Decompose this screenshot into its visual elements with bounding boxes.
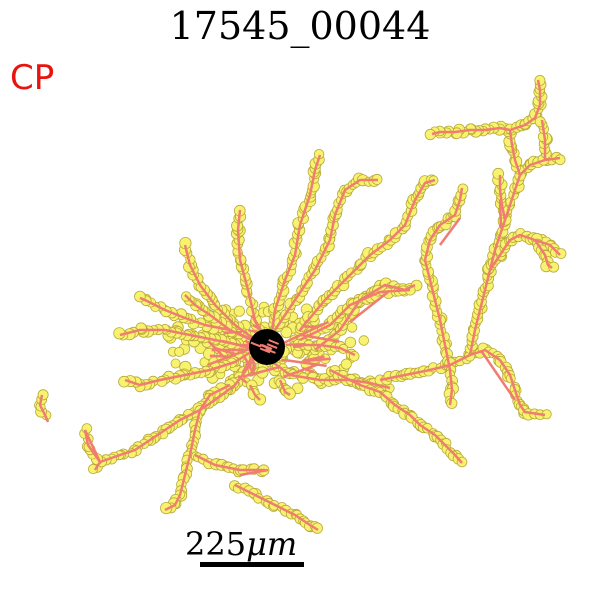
dendrite-branch	[293, 345, 303, 349]
dendrite-branch	[212, 346, 237, 356]
node-marker	[346, 322, 358, 333]
dendrite-branch	[283, 363, 319, 378]
soma-detail	[260, 344, 272, 351]
node-marker	[424, 128, 436, 141]
dendrite-connector	[349, 291, 389, 323]
node-marker	[344, 336, 357, 349]
dendrite-connector	[239, 468, 269, 477]
soma-detail	[268, 339, 280, 345]
node-marker	[555, 248, 567, 260]
dendrite-branch	[468, 156, 561, 356]
dendrite-branch	[302, 357, 331, 363]
dendrite-branch	[237, 374, 248, 384]
dendrite-branch	[431, 126, 522, 176]
dendrite-branch	[194, 453, 265, 472]
node-marker	[174, 346, 185, 357]
dendrite-branch	[273, 178, 378, 331]
dendrite-branch	[38, 394, 47, 416]
dendrite-connector	[498, 199, 503, 229]
dendrite-branch	[488, 233, 561, 271]
node-marker	[492, 167, 505, 180]
dendrite-branch	[184, 294, 231, 331]
soma	[249, 329, 285, 365]
node-marker	[37, 389, 49, 401]
dendrite-branch	[509, 79, 542, 132]
dendrite-branch	[498, 175, 507, 221]
dendrite-branch	[242, 365, 281, 378]
dendrite-connector	[83, 429, 102, 463]
node-marker	[340, 358, 352, 370]
dendrite-branch	[299, 288, 411, 342]
node-marker	[88, 463, 99, 475]
dendrite-branch	[242, 354, 255, 375]
soma-detail	[266, 343, 278, 350]
scale-bar-label: 225μm	[185, 525, 297, 563]
scale-bar-unit: μm	[246, 525, 298, 563]
dendrite-branch	[93, 344, 264, 471]
soma-detail	[250, 341, 262, 348]
dendrite-branch	[299, 178, 436, 331]
soma-detail	[265, 347, 276, 354]
dendrite-connector	[43, 414, 50, 423]
dendrite-branch	[285, 343, 306, 347]
dendrite-branch	[423, 187, 464, 346]
dendrite-branch	[533, 239, 553, 269]
dendrite-branch	[300, 333, 340, 343]
region-label: CP	[10, 58, 55, 98]
dendrite-branch	[301, 325, 319, 329]
dendrite-branch	[268, 154, 322, 346]
dendrite-branch	[124, 343, 263, 387]
dendrite-branch	[183, 244, 263, 347]
dendrite-branch	[269, 359, 391, 390]
dendrite-branch	[329, 368, 463, 464]
dendrite-branch	[498, 359, 546, 417]
dendrite-branch	[234, 483, 319, 532]
dendrite-branch	[300, 343, 356, 357]
dendrite-branch	[284, 358, 327, 368]
dendrite-branch	[443, 344, 454, 406]
dendrite-branch	[280, 320, 329, 346]
dendrite-branch	[278, 379, 291, 397]
figure-title: 17545_00044	[169, 4, 431, 48]
node-marker	[233, 305, 245, 317]
dendrite-branch	[209, 354, 231, 359]
dendrite-branch	[223, 330, 243, 335]
node-marker	[170, 358, 181, 369]
scale-bar	[200, 562, 304, 567]
node-marker	[548, 261, 560, 273]
dendrite-branch	[248, 384, 261, 401]
node-marker	[280, 326, 293, 339]
dendrite-connector	[480, 351, 517, 401]
branch-lines	[38, 79, 561, 532]
dendrite-branch	[164, 383, 231, 512]
scale-bar-value: 225	[185, 525, 247, 563]
node-markers	[34, 75, 567, 534]
dendrite-connector	[438, 217, 462, 246]
soma-detail	[259, 347, 271, 354]
node-marker	[358, 335, 370, 346]
dendrite-branch	[540, 119, 547, 160]
